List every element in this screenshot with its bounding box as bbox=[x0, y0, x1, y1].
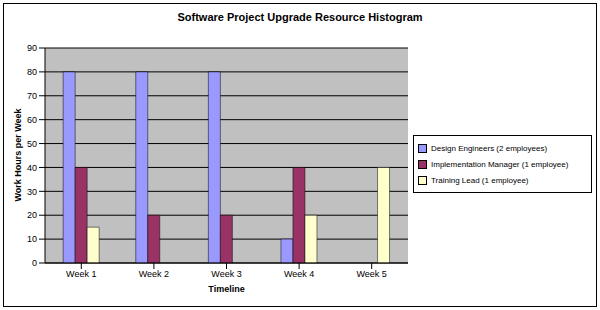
svg-text:10: 10 bbox=[27, 234, 37, 244]
html-text:Training Lead (1 employee): Training Lead (1 employee) bbox=[431, 175, 529, 185]
svg-text:Week 2: Week 2 bbox=[139, 269, 169, 279]
svg-text:70: 70 bbox=[27, 91, 37, 101]
svg-text:80: 80 bbox=[27, 67, 37, 77]
svg-text:40: 40 bbox=[27, 163, 37, 173]
svg-text:60: 60 bbox=[27, 115, 37, 125]
svg-text:Week 4: Week 4 bbox=[284, 269, 314, 279]
svg-text:Week 1: Week 1 bbox=[66, 269, 96, 279]
svg-text:30: 30 bbox=[27, 187, 37, 197]
svg-text:0: 0 bbox=[32, 258, 37, 268]
html-text:Implementation Manager (1 empl: Implementation Manager (1 employee) bbox=[431, 159, 569, 169]
html-text:Design Engineers (2 employees): Design Engineers (2 employees) bbox=[431, 143, 548, 153]
svg-text:20: 20 bbox=[27, 210, 37, 220]
svg-text:50: 50 bbox=[27, 139, 37, 149]
html-text:Software Project Upgrade Resou: Software Project Upgrade Resource Histog… bbox=[177, 11, 423, 23]
html-text:Timeline: Timeline bbox=[208, 284, 245, 294]
html-text:Work Hours per Week: Work Hours per Week bbox=[13, 108, 23, 202]
svg-text:90: 90 bbox=[27, 43, 37, 53]
svg-text:Week 3: Week 3 bbox=[211, 269, 241, 279]
svg-text:Week 5: Week 5 bbox=[357, 269, 387, 279]
